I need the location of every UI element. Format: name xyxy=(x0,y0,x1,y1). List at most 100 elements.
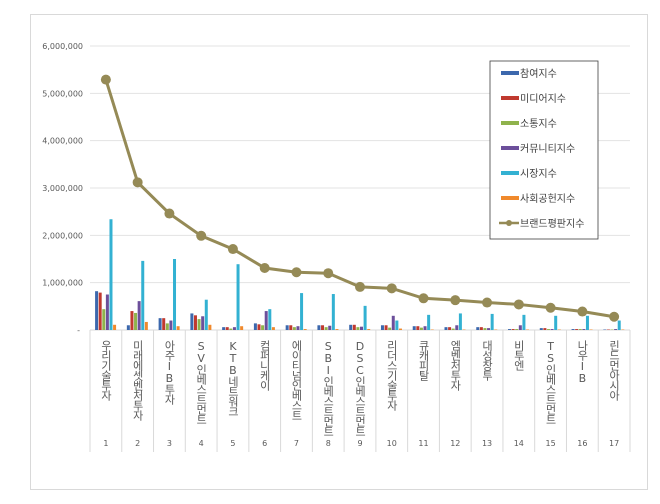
category-label: 에이티넘인베스트 xyxy=(290,340,303,420)
line-point xyxy=(386,283,397,294)
legend-label: 시장지수 xyxy=(520,168,557,180)
bar-1 xyxy=(253,323,257,330)
bar-5 xyxy=(522,314,526,330)
line-point xyxy=(291,267,302,278)
bar-3 xyxy=(324,327,328,330)
y-tick-label: 6,000,000 xyxy=(42,42,83,51)
legend-label: 참여지수 xyxy=(520,68,557,80)
legend-swatch xyxy=(501,146,519,150)
bar-2 xyxy=(289,325,293,330)
line-point xyxy=(418,293,429,304)
category-label: 엠벤처투자 xyxy=(449,340,462,391)
rank-label: 16 xyxy=(577,439,587,448)
rank-label: 4 xyxy=(199,439,204,448)
category-label: 린드먼아시아 xyxy=(608,340,621,402)
line-point xyxy=(355,281,365,292)
bar-6 xyxy=(367,329,371,330)
bar-2 xyxy=(130,311,134,330)
bar-1 xyxy=(412,326,416,330)
bar-5 xyxy=(427,314,431,330)
bar-1 xyxy=(444,327,448,330)
bar-2 xyxy=(416,326,420,330)
line-point xyxy=(100,74,111,85)
y-tick-label: - xyxy=(77,326,80,335)
bar-3 xyxy=(102,309,106,330)
bar-4 xyxy=(296,326,300,330)
category-label: KTB네트워크 xyxy=(226,340,239,416)
rank-label: 1 xyxy=(103,439,108,448)
bar-5 xyxy=(554,315,558,330)
bar-5 xyxy=(331,294,335,330)
rank-label: 14 xyxy=(514,439,524,448)
bar-6 xyxy=(271,327,275,330)
legend-box xyxy=(489,60,599,240)
bar-1 xyxy=(508,329,512,330)
bar-2 xyxy=(575,329,579,330)
rank-label: 8 xyxy=(326,439,331,448)
legend-label: 소통지수 xyxy=(520,118,557,130)
category-label: 대성창투 xyxy=(481,340,494,382)
y-tick-label: 2,000,000 xyxy=(42,231,83,240)
category-label: 미래에셋벤처투자 xyxy=(131,340,144,421)
bar-4 xyxy=(232,327,236,330)
bar-1 xyxy=(285,325,289,330)
bar-4 xyxy=(391,315,395,330)
bar-6 xyxy=(335,329,339,330)
bar-1 xyxy=(317,325,321,330)
bar-4 xyxy=(328,325,332,330)
category-label: 나우IB xyxy=(576,340,589,384)
bar-1 xyxy=(95,291,99,330)
bar-5 xyxy=(141,260,145,330)
legend-label: 사회공헌지수 xyxy=(520,193,575,205)
category-label: DSC인베스트먼트 xyxy=(354,340,367,436)
bar-2 xyxy=(98,292,102,330)
rank-label: 2 xyxy=(135,439,140,448)
bar-1 xyxy=(349,324,353,330)
bar-4 xyxy=(360,326,363,330)
legend-swatch xyxy=(501,171,519,175)
bar-4 xyxy=(582,329,586,330)
legend-swatch xyxy=(501,96,519,100)
category-label: 우리기술투자 xyxy=(99,340,112,401)
legend-marker xyxy=(506,220,512,226)
bar-2 xyxy=(257,324,261,330)
bar-1 xyxy=(539,328,543,330)
bar-3 xyxy=(546,329,550,330)
bar-6 xyxy=(240,326,244,330)
bar-3 xyxy=(165,323,169,330)
bar-5 xyxy=(109,219,113,330)
bar-5 xyxy=(395,320,399,330)
bar-2 xyxy=(193,315,197,330)
line-point xyxy=(227,244,238,255)
bar-1 xyxy=(222,327,226,330)
chart-frame xyxy=(30,14,648,490)
bar-4 xyxy=(201,316,205,330)
bar-3 xyxy=(483,328,487,330)
bar-6 xyxy=(113,324,117,330)
rank-label: 6 xyxy=(262,439,267,448)
bar-5 xyxy=(585,315,589,330)
bar-1 xyxy=(380,325,384,330)
bar-2 xyxy=(448,327,452,330)
bar-3 xyxy=(229,328,233,330)
line-point xyxy=(196,230,207,241)
bar-6 xyxy=(144,321,148,330)
bar-2 xyxy=(543,328,547,330)
line-point xyxy=(323,268,334,279)
category-label: TS인베스트먼트 xyxy=(544,340,557,424)
y-tick-label: 4,000,000 xyxy=(42,137,83,146)
legend-label: 미디어지수 xyxy=(520,93,566,105)
legend-label: 브랜드평판지수 xyxy=(520,218,584,230)
bar-2 xyxy=(384,325,388,330)
bar-4 xyxy=(105,294,109,330)
bar-5 xyxy=(268,309,272,330)
legend-swatch xyxy=(501,71,519,75)
bar-4 xyxy=(518,325,522,330)
legend-label: 커뮤니티지수 xyxy=(520,143,575,155)
bar-6 xyxy=(208,324,212,330)
bar-2 xyxy=(162,318,166,330)
rank-label: 3 xyxy=(167,439,172,448)
bar-6 xyxy=(398,328,402,330)
line-point xyxy=(132,177,143,188)
